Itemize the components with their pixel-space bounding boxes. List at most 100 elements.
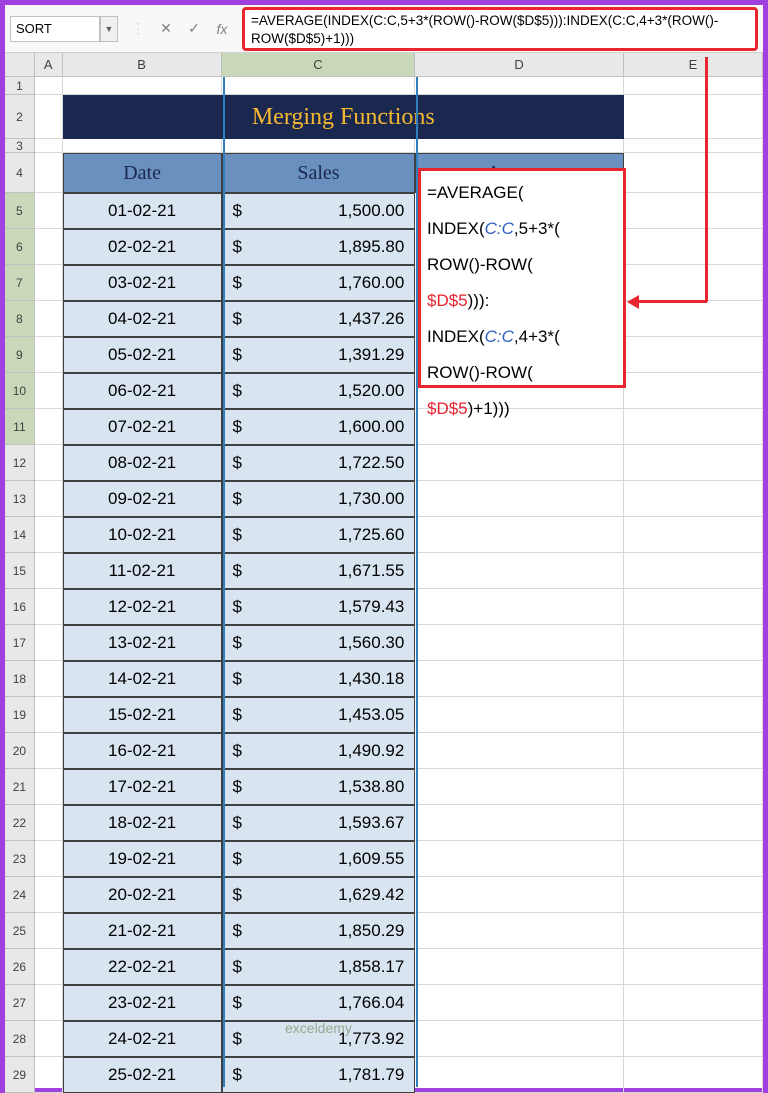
sales-cell[interactable]: $1,453.05	[222, 697, 416, 733]
row-header[interactable]: 15	[5, 553, 35, 589]
cell[interactable]	[35, 805, 63, 841]
row-header[interactable]: 7	[5, 265, 35, 301]
cell[interactable]	[35, 697, 63, 733]
average-cell[interactable]	[415, 985, 624, 1021]
average-cell[interactable]	[415, 481, 624, 517]
row-header[interactable]: 23	[5, 841, 35, 877]
sales-cell[interactable]: $1,850.29	[222, 913, 416, 949]
cell[interactable]	[624, 697, 763, 733]
sales-cell[interactable]: $1,520.00	[222, 373, 416, 409]
cell[interactable]	[624, 913, 763, 949]
col-header-b[interactable]: B	[63, 53, 222, 76]
average-cell[interactable]	[415, 553, 624, 589]
sales-cell[interactable]: $1,730.00	[222, 481, 416, 517]
cell[interactable]	[624, 193, 763, 229]
row-header[interactable]: 27	[5, 985, 35, 1021]
average-cell[interactable]	[415, 805, 624, 841]
row-header[interactable]: 5	[5, 193, 35, 229]
cell[interactable]	[35, 409, 63, 445]
date-cell[interactable]: 02-02-21	[63, 229, 222, 265]
cell[interactable]	[222, 77, 416, 95]
date-cell[interactable]: 03-02-21	[63, 265, 222, 301]
date-cell[interactable]: 21-02-21	[63, 913, 222, 949]
cell[interactable]	[624, 985, 763, 1021]
cell[interactable]	[35, 949, 63, 985]
sales-cell[interactable]: $1,579.43	[222, 589, 416, 625]
cell[interactable]	[63, 139, 222, 153]
average-cell[interactable]	[415, 517, 624, 553]
average-cell[interactable]	[415, 661, 624, 697]
average-cell[interactable]	[415, 625, 624, 661]
cell[interactable]	[624, 229, 763, 265]
cell[interactable]	[624, 481, 763, 517]
cell[interactable]	[35, 1057, 63, 1093]
sales-cell[interactable]: $1,593.67	[222, 805, 416, 841]
date-cell[interactable]: 12-02-21	[63, 589, 222, 625]
name-box-dropdown[interactable]: ▼	[100, 16, 118, 42]
row-header[interactable]: 26	[5, 949, 35, 985]
cell[interactable]	[35, 517, 63, 553]
row-header[interactable]: 6	[5, 229, 35, 265]
date-cell[interactable]: 04-02-21	[63, 301, 222, 337]
cell[interactable]	[35, 337, 63, 373]
cell[interactable]	[35, 229, 63, 265]
cell[interactable]	[624, 337, 763, 373]
sales-cell[interactable]: $1,766.04	[222, 985, 416, 1021]
enter-icon[interactable]: ✓	[184, 19, 204, 39]
cell[interactable]	[35, 625, 63, 661]
cell[interactable]	[35, 841, 63, 877]
cell[interactable]	[222, 139, 416, 153]
cell[interactable]	[35, 985, 63, 1021]
cell[interactable]	[35, 913, 63, 949]
cell[interactable]	[624, 373, 763, 409]
row-header[interactable]: 29	[5, 1057, 35, 1093]
average-cell[interactable]	[415, 1021, 624, 1057]
cell[interactable]	[415, 77, 624, 95]
sales-cell[interactable]: $1,437.26	[222, 301, 416, 337]
cell[interactable]	[35, 193, 63, 229]
cell[interactable]	[35, 373, 63, 409]
cell[interactable]	[624, 517, 763, 553]
cell[interactable]	[35, 139, 63, 153]
row-header[interactable]: 19	[5, 697, 35, 733]
cell[interactable]	[35, 95, 63, 139]
cell[interactable]	[35, 301, 63, 337]
sales-cell[interactable]: $1,781.79	[222, 1057, 416, 1093]
cell[interactable]	[624, 409, 763, 445]
date-cell[interactable]: 07-02-21	[63, 409, 222, 445]
date-cell[interactable]: 13-02-21	[63, 625, 222, 661]
col-header-e[interactable]: E	[624, 53, 763, 76]
cell[interactable]	[624, 1021, 763, 1057]
col-header-d[interactable]: D	[415, 53, 624, 76]
date-cell[interactable]: 16-02-21	[63, 733, 222, 769]
row-header[interactable]: 17	[5, 625, 35, 661]
cell[interactable]	[624, 553, 763, 589]
average-cell[interactable]	[415, 877, 624, 913]
row-header[interactable]: 12	[5, 445, 35, 481]
date-cell[interactable]: 08-02-21	[63, 445, 222, 481]
date-cell[interactable]: 25-02-21	[63, 1057, 222, 1093]
date-cell[interactable]: 14-02-21	[63, 661, 222, 697]
average-cell[interactable]	[415, 697, 624, 733]
cell[interactable]	[624, 661, 763, 697]
cell[interactable]	[624, 95, 763, 139]
date-cell[interactable]: 19-02-21	[63, 841, 222, 877]
title-cell[interactable]: Merging Functions	[63, 95, 624, 139]
date-cell[interactable]: 09-02-21	[63, 481, 222, 517]
date-cell[interactable]: 23-02-21	[63, 985, 222, 1021]
row-header[interactable]: 4	[5, 153, 35, 193]
sales-cell[interactable]: $1,490.92	[222, 733, 416, 769]
date-cell[interactable]: 18-02-21	[63, 805, 222, 841]
row-header[interactable]: 18	[5, 661, 35, 697]
cell[interactable]	[624, 589, 763, 625]
average-cell[interactable]	[415, 445, 624, 481]
cell[interactable]	[35, 769, 63, 805]
row-header[interactable]: 25	[5, 913, 35, 949]
cell[interactable]	[624, 139, 763, 153]
row-header[interactable]: 2	[5, 95, 35, 139]
cell[interactable]	[624, 841, 763, 877]
date-cell[interactable]: 17-02-21	[63, 769, 222, 805]
date-cell[interactable]: 22-02-21	[63, 949, 222, 985]
sales-cell[interactable]: $1,430.18	[222, 661, 416, 697]
date-cell[interactable]: 15-02-21	[63, 697, 222, 733]
